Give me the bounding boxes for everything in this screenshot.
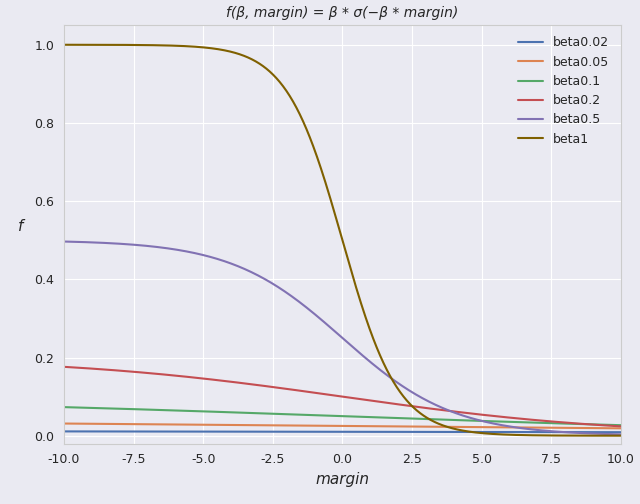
- beta0.1: [494, 418, 502, 424]
- beta0.5: [442, 407, 450, 413]
- beta1: [305, 133, 313, 139]
- beta0.02: [305, 429, 313, 435]
- beta1: [494, 431, 502, 437]
- Line: beta0.05: beta0.05: [64, 423, 621, 428]
- beta0.5: [285, 291, 293, 297]
- beta0.1: [305, 412, 313, 418]
- beta0.1: [60, 404, 68, 410]
- beta0.02: [285, 429, 293, 435]
- beta0.5: [504, 423, 512, 429]
- X-axis label: margin: margin: [316, 472, 369, 487]
- beta0.02: [117, 428, 125, 434]
- beta0.05: [504, 424, 512, 430]
- beta1: [442, 423, 450, 429]
- beta0.02: [60, 428, 68, 434]
- beta0.05: [305, 423, 313, 429]
- beta0.02: [504, 429, 512, 435]
- beta0.5: [617, 431, 625, 437]
- beta1: [617, 432, 625, 438]
- beta0.02: [442, 429, 450, 435]
- beta0.2: [305, 389, 313, 395]
- Title: f(β, margin) = β * σ(−β * margin): f(β, margin) = β * σ(−β * margin): [227, 6, 458, 20]
- beta0.1: [442, 417, 450, 423]
- beta0.2: [617, 423, 625, 429]
- beta0.05: [442, 424, 450, 430]
- beta0.05: [117, 421, 125, 427]
- beta0.02: [494, 429, 502, 435]
- beta0.5: [60, 238, 68, 244]
- beta0.2: [442, 408, 450, 414]
- beta0.2: [117, 368, 125, 374]
- beta0.2: [285, 386, 293, 392]
- beta1: [504, 431, 512, 437]
- beta1: [117, 42, 125, 48]
- beta0.05: [285, 422, 293, 428]
- Line: beta0.5: beta0.5: [64, 241, 621, 434]
- beta1: [60, 42, 68, 48]
- beta0.05: [60, 420, 68, 426]
- beta0.05: [617, 425, 625, 431]
- Line: beta0.1: beta0.1: [64, 407, 621, 425]
- Line: beta0.02: beta0.02: [64, 431, 621, 432]
- beta0.1: [117, 406, 125, 412]
- beta0.5: [117, 241, 125, 247]
- Line: beta1: beta1: [64, 45, 621, 435]
- beta1: [285, 92, 293, 98]
- beta0.2: [504, 414, 512, 420]
- beta0.5: [305, 306, 313, 312]
- beta0.02: [617, 429, 625, 435]
- Line: beta0.2: beta0.2: [64, 367, 621, 426]
- beta0.1: [285, 411, 293, 417]
- beta0.1: [504, 419, 512, 425]
- Y-axis label: f: f: [18, 219, 23, 234]
- Legend: beta0.02, beta0.05, beta0.1, beta0.2, beta0.5, beta1: beta0.02, beta0.05, beta0.1, beta0.2, be…: [513, 31, 614, 151]
- beta0.2: [60, 364, 68, 370]
- beta0.05: [494, 424, 502, 430]
- beta0.2: [494, 413, 502, 419]
- beta0.1: [617, 422, 625, 428]
- beta0.5: [494, 421, 502, 427]
